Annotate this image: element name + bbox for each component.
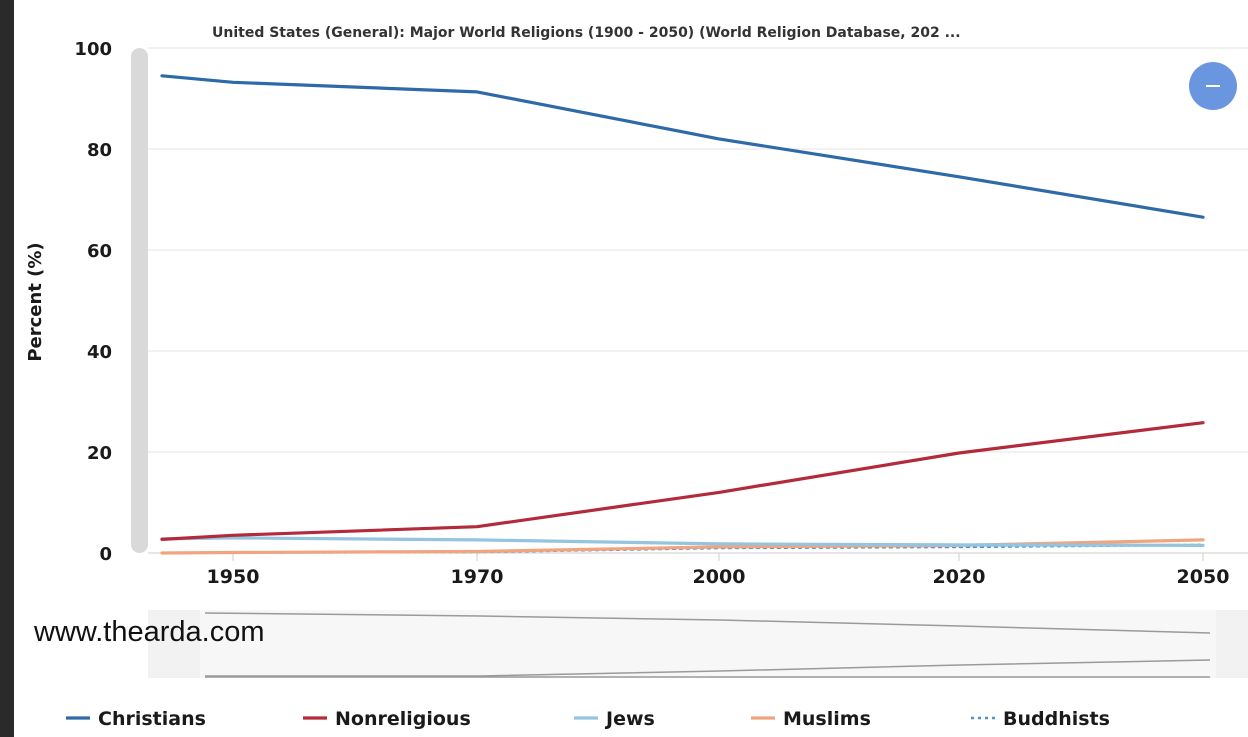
y-axis-ticks: 0 20 40 60 80 100 bbox=[74, 39, 112, 565]
series-line-christians bbox=[160, 74, 1205, 219]
y-tick-label: 100 bbox=[74, 39, 112, 60]
y-tick-label: 60 bbox=[87, 241, 112, 262]
x-tick-label: 1970 bbox=[451, 566, 504, 588]
legend-label-jews[interactable]: Jews bbox=[604, 708, 655, 730]
navigator-nonreligious-line bbox=[205, 659, 1211, 677]
y-axis-label: Percent (%) bbox=[25, 242, 46, 361]
minus-icon bbox=[1206, 85, 1220, 87]
navigator-christians-line bbox=[204, 612, 1211, 634]
legend-label-muslims[interactable]: Muslims bbox=[783, 708, 871, 730]
window-edge bbox=[0, 0, 14, 737]
x-tick-label: 2000 bbox=[693, 566, 746, 588]
legend-label-christians[interactable]: Christians bbox=[98, 708, 206, 730]
x-tick-label: 2050 bbox=[1177, 566, 1230, 588]
y-tick-label: 40 bbox=[87, 342, 112, 363]
series-lines bbox=[160, 74, 1205, 555]
y-tick-label: 0 bbox=[99, 544, 112, 565]
grid-lines bbox=[148, 47, 1248, 453]
series-line-jews bbox=[160, 536, 1205, 548]
legend-label-nonreligious[interactable]: Nonreligious bbox=[335, 708, 471, 730]
x-tick-label: 1950 bbox=[207, 566, 260, 588]
chart-title: United States (General): Major World Rel… bbox=[212, 25, 961, 41]
watermark-text: www.thearda.com bbox=[34, 616, 265, 648]
vertical-scrollbar[interactable] bbox=[131, 48, 148, 553]
range-navigator[interactable] bbox=[148, 610, 1248, 678]
navigator-selection[interactable] bbox=[200, 610, 1216, 678]
y-tick-label: 20 bbox=[87, 443, 112, 464]
legend-label-buddhists[interactable]: Buddhists bbox=[1003, 708, 1110, 730]
y-tick-label: 80 bbox=[87, 140, 112, 161]
x-tick-label: 2020 bbox=[933, 566, 986, 588]
legend: Christians Nonreligious Jews Muslims Buddhis… bbox=[66, 708, 1110, 730]
x-axis-ticks: 1950 1970 2000 2020 2050 bbox=[207, 553, 1230, 588]
collapse-button[interactable] bbox=[1189, 62, 1237, 110]
series-line-nonreligious bbox=[160, 421, 1205, 542]
